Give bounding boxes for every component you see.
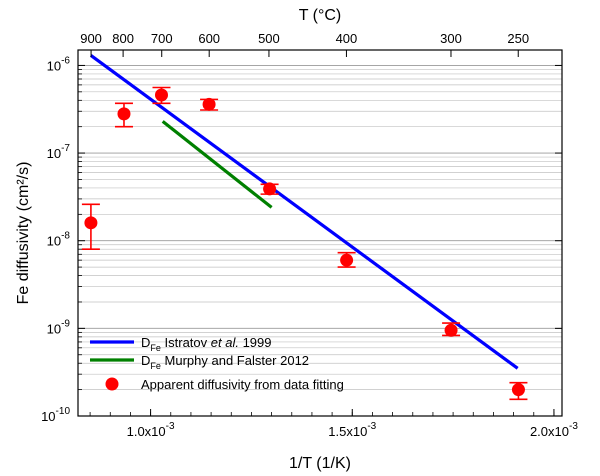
- series-line-1: [161, 120, 273, 209]
- y-tick-label: 10-9: [47, 318, 71, 336]
- x-axis-title: 1/T (1/K): [289, 455, 351, 472]
- y-tick-exponent: -7: [61, 143, 70, 154]
- y-tick-base: 10: [47, 321, 61, 336]
- y-tick-label: 10-7: [47, 143, 71, 161]
- legend-symbol: D: [141, 335, 150, 350]
- top-tick-label: 300: [440, 31, 462, 46]
- data-point-5: [340, 253, 354, 267]
- top-tick-label: 900: [80, 31, 102, 46]
- y-tick-exponent: -9: [61, 318, 70, 329]
- data-point-7: [511, 383, 525, 397]
- x-tick-mantissa: 1.0x10: [127, 424, 166, 439]
- plot-frame: [77, 49, 563, 417]
- legend-subscript: Fe: [150, 361, 161, 371]
- data-point-3: [202, 97, 216, 111]
- legend-text: Istratov: [161, 335, 211, 350]
- grid-lines: [78, 64, 562, 417]
- data-point-0: [84, 216, 98, 230]
- data-point-2: [154, 88, 168, 102]
- top-tick-label: 400: [336, 31, 358, 46]
- data-layer: [81, 54, 528, 401]
- x-tick-label: 1.5x10-3: [328, 421, 376, 439]
- legend-text: Apparent diffusivity from data fitting: [141, 377, 344, 392]
- top-tick-label: 700: [151, 31, 173, 46]
- y-tick-exponent: -6: [61, 55, 70, 66]
- legend-swatch-2: [105, 377, 119, 391]
- x-tick-exponent: -3: [569, 421, 578, 432]
- top-tick-label: 500: [258, 31, 280, 46]
- data-point-6: [444, 323, 458, 337]
- y-tick-label: 10-8: [47, 231, 71, 249]
- x-tick-exponent: -3: [367, 421, 376, 432]
- legend-symbol: D: [141, 353, 150, 368]
- y-tick-base: 10: [41, 409, 55, 424]
- top-tick-label: 800: [112, 31, 134, 46]
- y-tick-base: 10: [47, 234, 61, 249]
- top-tick-label: 250: [507, 31, 529, 46]
- y-tick-label: 10-10: [41, 406, 70, 424]
- y-tick-label: 10-6: [47, 55, 71, 73]
- y-tick-exponent: -10: [56, 406, 71, 417]
- legend-text-end: 1999: [239, 335, 272, 350]
- data-point-1: [117, 107, 131, 121]
- y-tick-base: 10: [47, 58, 61, 73]
- data-point-4: [263, 182, 277, 196]
- legend-subscript: Fe: [150, 343, 161, 353]
- x-tick-mantissa: 2.0x10: [530, 424, 569, 439]
- top-axis-title: T (°C): [299, 7, 342, 24]
- y-axis-title: Fe diffusivity (cm²/s): [15, 162, 32, 305]
- legend-entry-0: DFe Istratov et al. 1999: [141, 335, 272, 353]
- legend-entry-1: DFe Murphy and Falster 2012: [141, 353, 309, 371]
- x-tick-exponent: -3: [166, 421, 175, 432]
- legend-entry-2: Apparent diffusivity from data fitting: [141, 377, 344, 392]
- x-tick-label: 1.0x10-3: [127, 421, 175, 439]
- legend-italic: et al.: [211, 335, 239, 350]
- x-tick-mantissa: 1.5x10: [328, 424, 367, 439]
- top-tick-label: 600: [198, 31, 220, 46]
- y-tick-base: 10: [47, 146, 61, 161]
- series-line-0: [89, 54, 519, 370]
- x-tick-label: 2.0x10-3: [530, 421, 578, 439]
- y-tick-exponent: -8: [61, 231, 70, 242]
- legend-text: Murphy and Falster 2012: [161, 353, 309, 368]
